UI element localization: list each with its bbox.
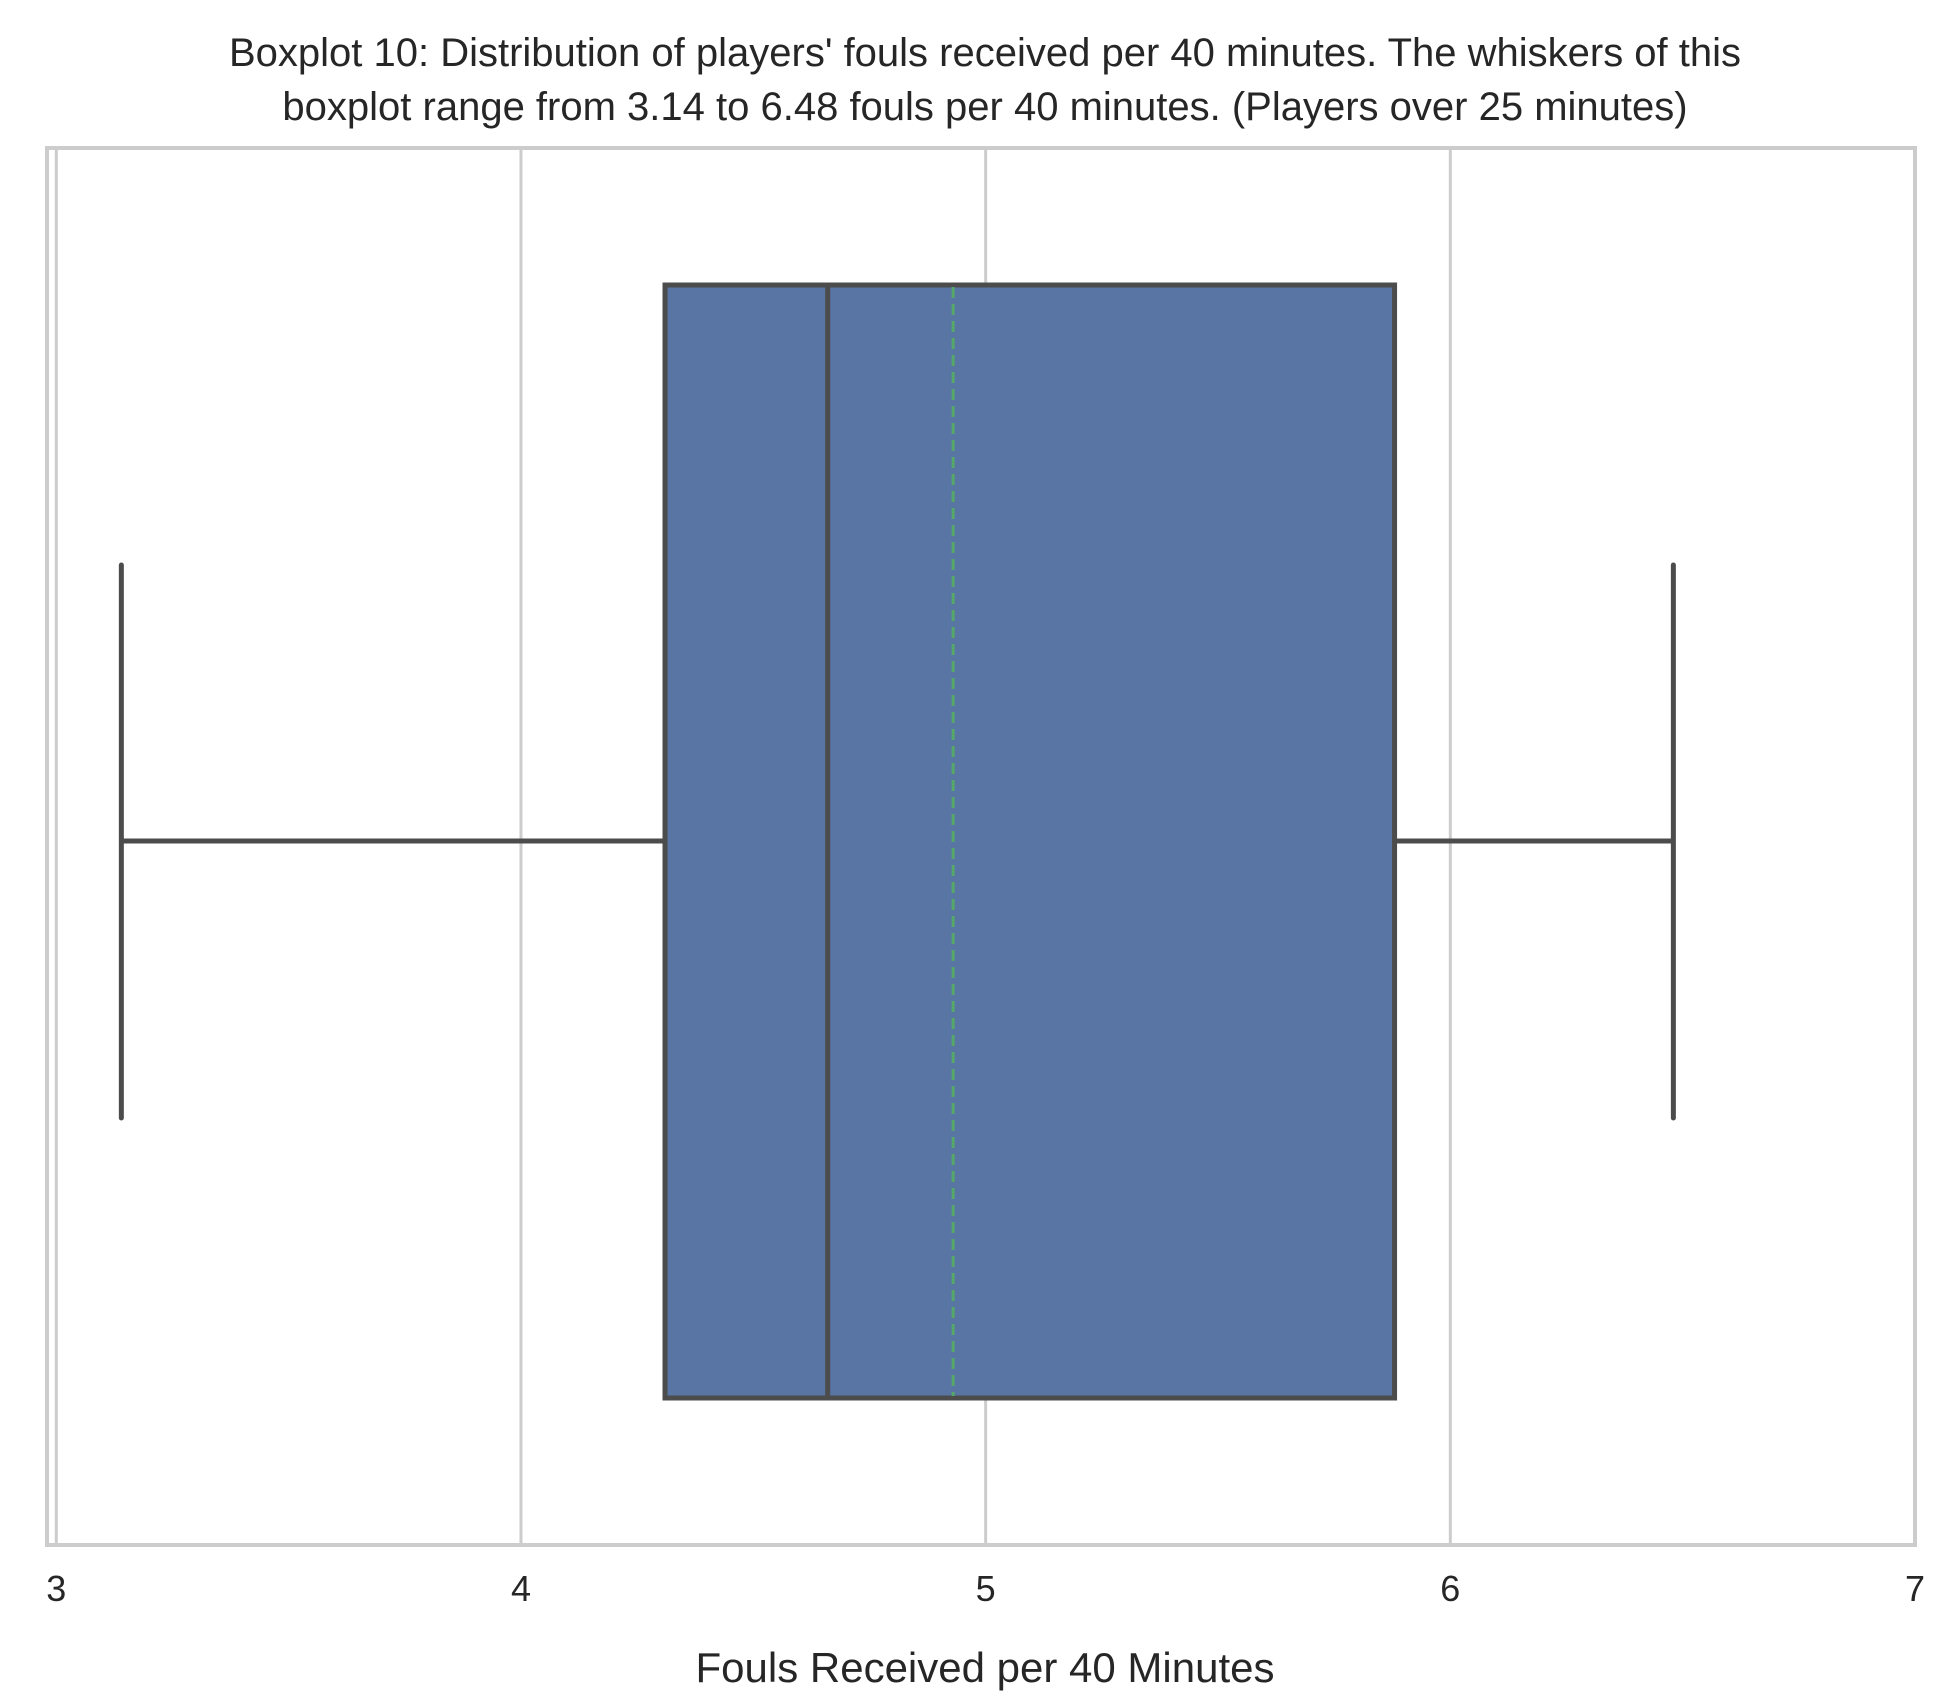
x-tick-label: 5 (976, 1568, 996, 1609)
plot-frame (45, 146, 1917, 1547)
chart-title-line-2: boxplot range from 3.14 to 6.48 fouls pe… (282, 85, 1687, 129)
x-tick-label: 3 (46, 1568, 66, 1609)
x-tick-label: 6 (1440, 1568, 1460, 1609)
x-tick-label: 7 (1905, 1568, 1925, 1609)
iqr-box (662, 282, 1398, 1401)
x-axis-label: Fouls Received per 40 Minutes (696, 1644, 1275, 1691)
x-tick-label: 4 (511, 1568, 531, 1609)
chart-title-line-1: Boxplot 10: Distribution of players' fou… (229, 31, 1741, 75)
x-tick-labels: 3 4 5 6 7 (46, 1568, 1925, 1609)
boxplot (118, 282, 1676, 1401)
